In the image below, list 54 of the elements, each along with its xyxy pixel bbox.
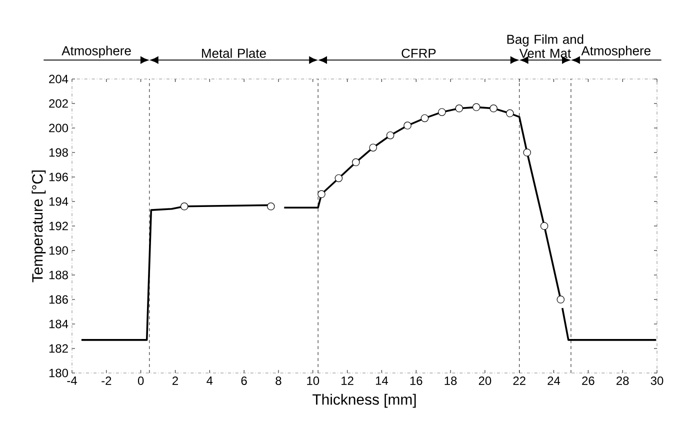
x-tick-label: 6 <box>241 376 247 385</box>
x-tick-label: 0 <box>138 376 144 385</box>
y-tick-label: 180 <box>49 368 68 378</box>
point <box>540 222 548 230</box>
x-tick-label: 24 <box>548 376 560 385</box>
y-tick-label: 204 <box>49 74 68 84</box>
text: Atmosphere <box>62 46 131 58</box>
y-tick-label: 202 <box>49 99 68 108</box>
y-tick-label: 182 <box>49 344 68 353</box>
y-tick-label: 184 <box>49 320 68 328</box>
point <box>455 104 464 112</box>
point <box>438 108 446 116</box>
text: Atmosphere <box>581 46 650 58</box>
text: CFRP <box>402 48 436 58</box>
x-tick-label: 2 <box>172 376 178 385</box>
text: Metal Plate <box>202 48 266 58</box>
y-tick-label: 194 <box>49 197 68 206</box>
y-tick-label: 190 <box>49 246 68 255</box>
point <box>404 122 412 130</box>
x-tick-label: 8 <box>276 376 282 385</box>
x-tick-label: 14 <box>376 376 388 385</box>
x-tick-label: 30 <box>650 376 664 385</box>
x-tick-label: -4 <box>67 376 77 385</box>
y-tick-label: 198 <box>49 148 68 157</box>
point <box>334 174 343 182</box>
point <box>267 202 275 210</box>
point <box>420 114 429 122</box>
point <box>180 202 188 210</box>
y-axis-title: Temperature [°C] <box>32 170 46 282</box>
point <box>369 144 377 152</box>
point <box>352 158 360 166</box>
x-tick-label: 12 <box>342 376 354 385</box>
y-tick-label: 196 <box>49 172 68 182</box>
point <box>386 131 394 140</box>
x-tick-label: 28 <box>616 376 629 385</box>
point <box>523 148 531 156</box>
x-tick-label: 10 <box>307 376 320 385</box>
y-tick-label: 186 <box>49 295 68 304</box>
x-tick-label: 26 <box>582 376 594 385</box>
x-tick-label: 4 <box>206 376 213 385</box>
x-tick-label: 20 <box>478 376 492 385</box>
point <box>490 104 498 112</box>
y-tick-label: 200 <box>49 124 68 132</box>
x-tick-label: 22 <box>513 376 526 385</box>
y-tick-label: 192 <box>49 222 68 230</box>
x-axis-title: Thickness [mm] <box>312 394 416 408</box>
point <box>318 190 326 198</box>
x-tick-label: -2 <box>102 376 112 385</box>
x-tick-label: 18 <box>444 376 457 385</box>
point <box>506 109 514 118</box>
point <box>472 103 480 112</box>
x-tick-label: 16 <box>410 376 422 385</box>
y-tick-label: 188 <box>49 270 68 280</box>
point <box>556 296 565 304</box>
